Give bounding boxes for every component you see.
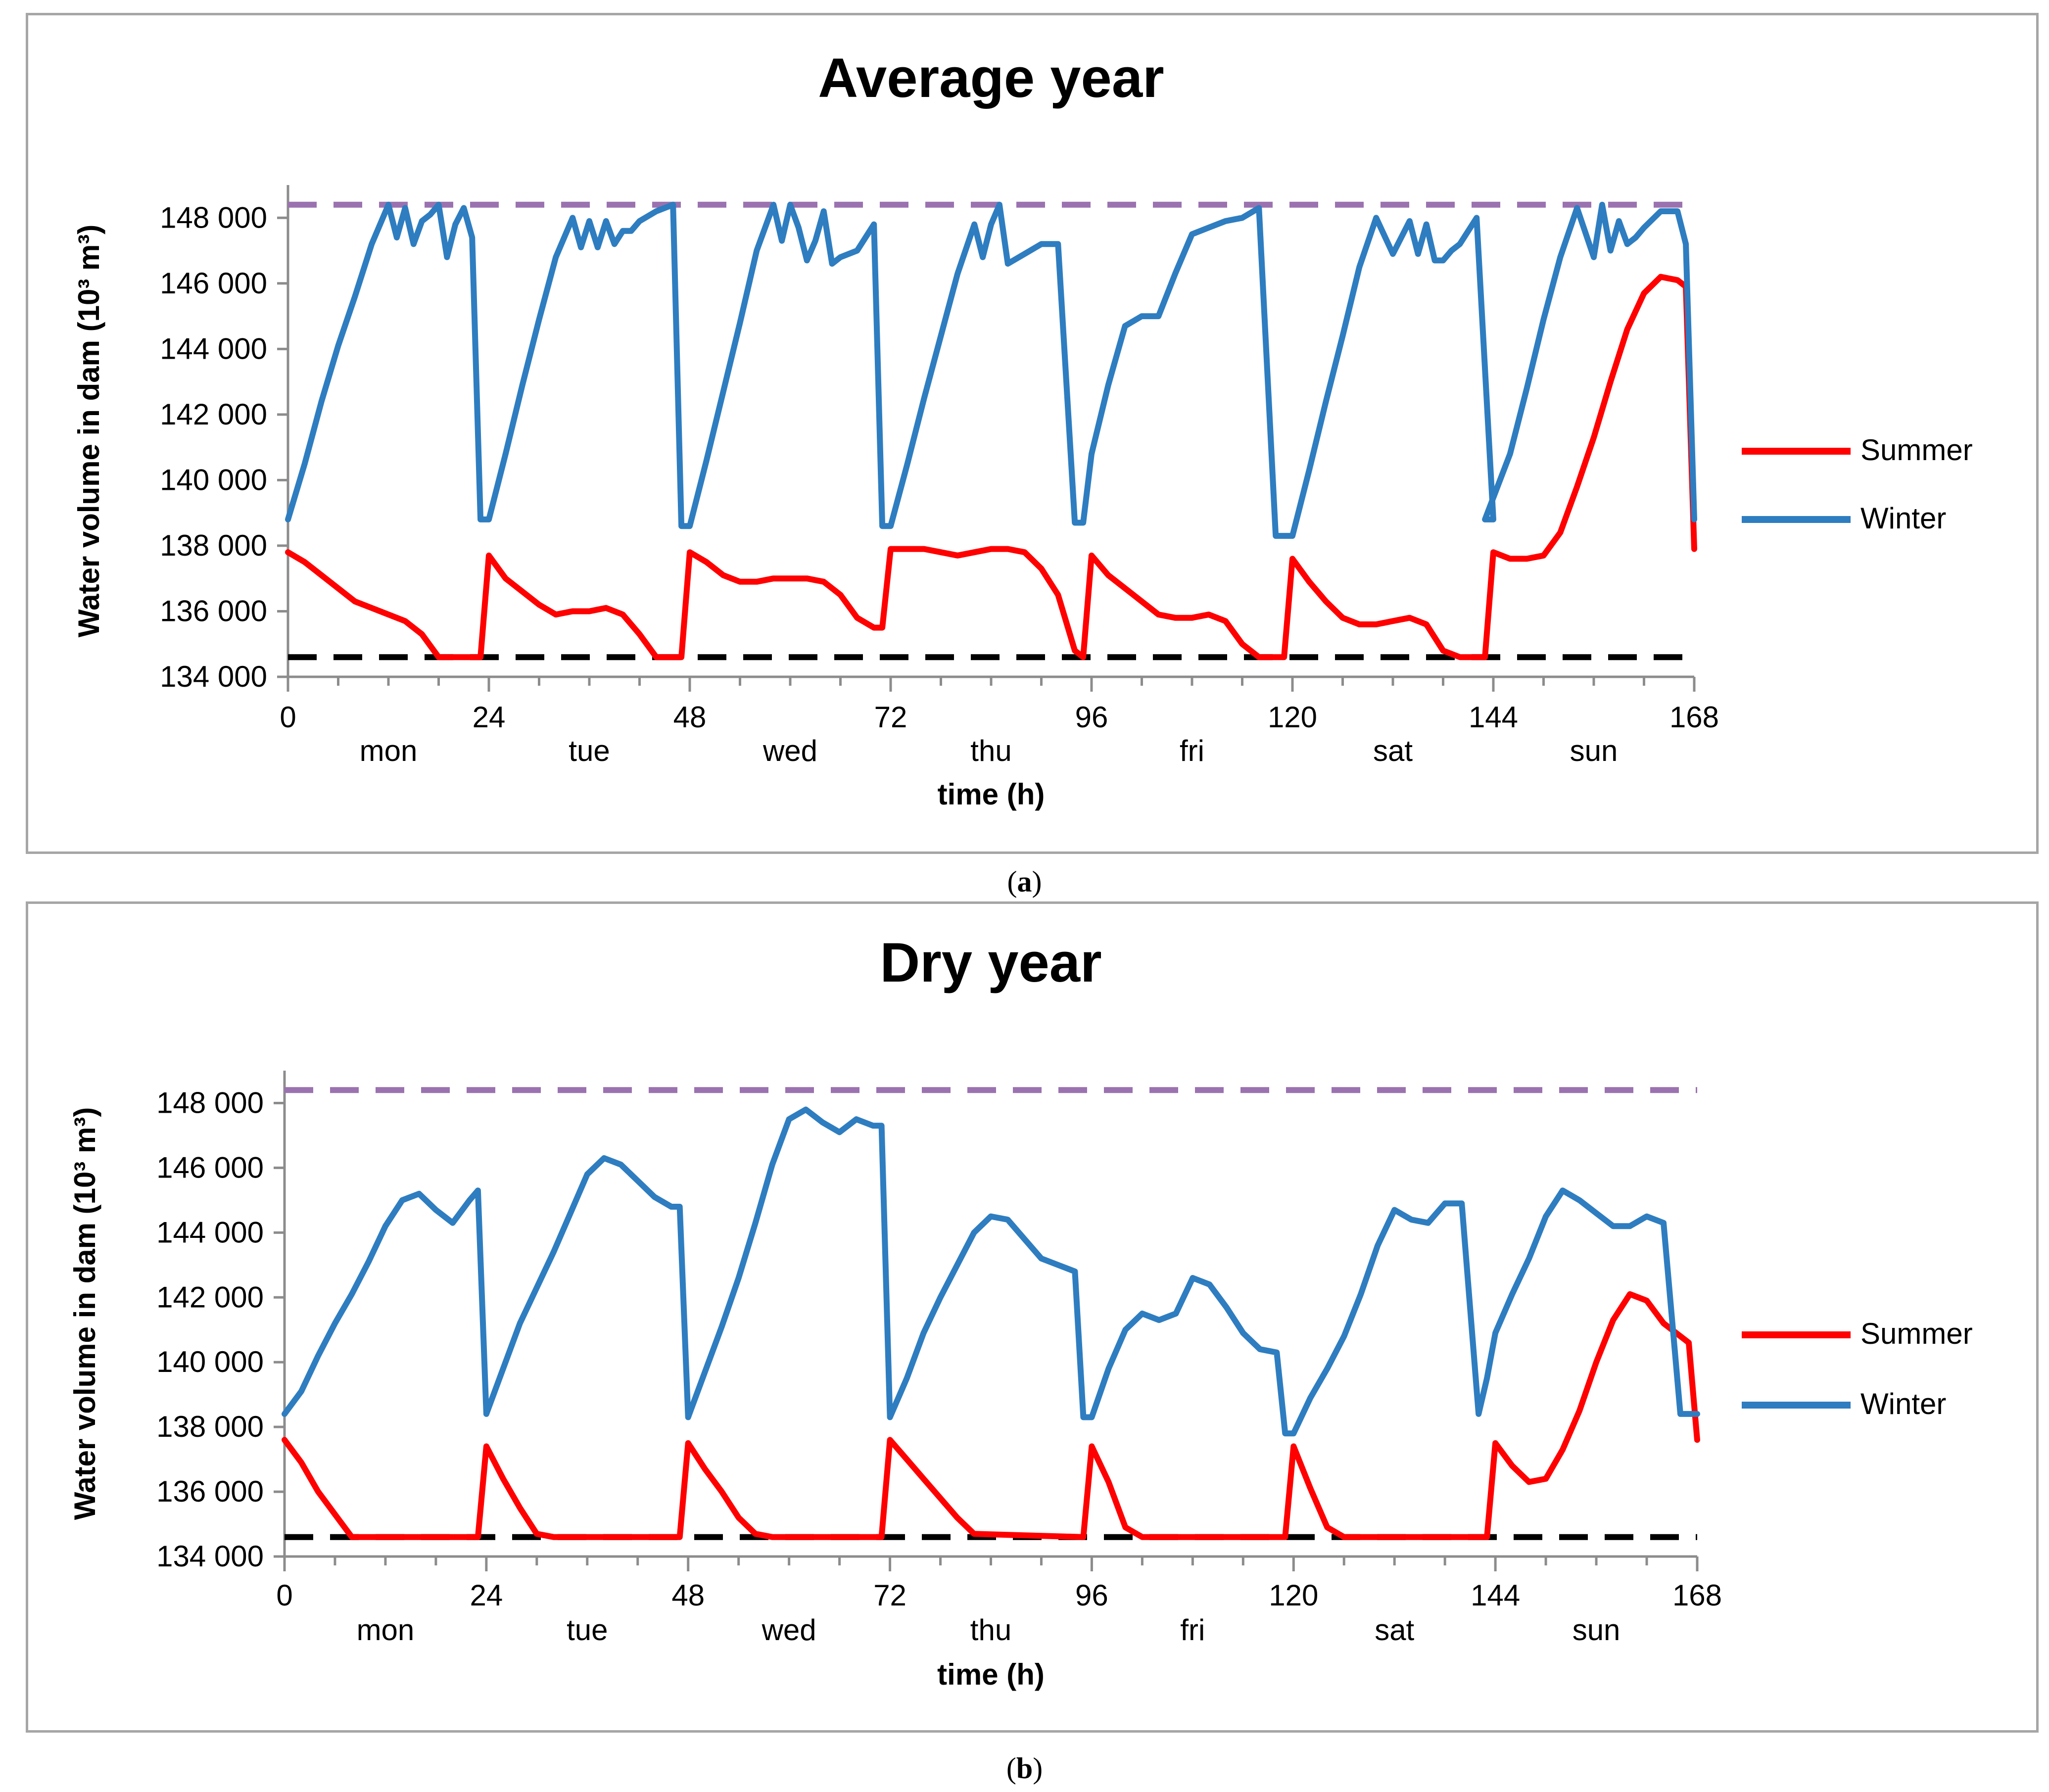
legend-label-summer: Summer	[1860, 433, 1973, 467]
x-tick-label: 0	[280, 701, 296, 734]
caption-b: (b)	[1006, 1752, 1043, 1785]
x-tick-label: 72	[873, 1579, 906, 1612]
day-label: sat	[1375, 1613, 1414, 1647]
x-tick-label: 168	[1669, 701, 1719, 734]
chart-a: Average year 134 000 136 000 138 000 140 000…	[72, 47, 1973, 811]
legend-label-summer: Summer	[1860, 1317, 1973, 1350]
x-tick-label: 0	[276, 1579, 292, 1612]
y-tick-label: 148 000	[156, 1086, 264, 1119]
caption-a: (a)	[1007, 865, 1042, 898]
day-label: thu	[970, 1613, 1011, 1647]
day-label: tue	[569, 734, 610, 767]
x-tick-label: 48	[671, 1579, 705, 1612]
x-tick-label: 120	[1269, 1579, 1318, 1612]
day-label: fri	[1180, 1613, 1205, 1647]
series-line-summer	[282, 1291, 1700, 1540]
y-tick-label: 140 000	[160, 463, 267, 496]
y-tick-label: 146 000	[160, 267, 267, 300]
y-tick-label: 134 000	[160, 660, 267, 693]
legend-label-winter: Winter	[1860, 502, 1946, 535]
chart-title: Average year	[818, 47, 1164, 109]
y-tick-label: 138 000	[160, 529, 267, 562]
y-tick-label: 144 000	[160, 332, 267, 365]
series-line-winter	[285, 201, 1697, 539]
y-axis-label: Water volume in dam (10³ m³)	[68, 1107, 101, 1520]
series-line-winter	[282, 1106, 1700, 1437]
x-tick-label: 48	[673, 701, 707, 734]
x-tick-label: 24	[473, 701, 506, 734]
y-tick-label: 146 000	[156, 1151, 264, 1184]
x-tick-label: 24	[470, 1579, 503, 1612]
y-tick-label: 142 000	[160, 398, 267, 431]
day-label: tue	[567, 1613, 608, 1647]
chart-b: Dry year 134 000 136 000 138 000 140 000 142 …	[68, 932, 1973, 1691]
x-tick-label: 144	[1469, 701, 1518, 734]
chart-title: Dry year	[880, 932, 1101, 993]
chart-panel-dry-year	[26, 901, 2039, 1733]
day-label: fri	[1180, 734, 1204, 767]
x-tick-label: 120	[1268, 701, 1317, 734]
y-axis-label: Water volume in dam (10³ m³)	[72, 225, 105, 638]
day-label: wed	[762, 1613, 816, 1647]
y-tick-label: 136 000	[160, 594, 267, 627]
day-label: sat	[1373, 734, 1413, 767]
x-tick-label: 96	[1075, 1579, 1108, 1612]
legend-label-winter: Winter	[1860, 1387, 1946, 1420]
series-line-summer	[285, 274, 1697, 660]
x-axis-label: time (h)	[937, 1658, 1045, 1691]
day-label: sun	[1572, 1613, 1620, 1647]
day-label: thu	[970, 734, 1011, 767]
x-tick-label: 96	[1075, 701, 1108, 734]
y-tick-label: 140 000	[156, 1345, 264, 1378]
chart-panel-average-year	[26, 13, 2039, 854]
y-tick-label: 136 000	[156, 1475, 264, 1508]
day-label: mon	[357, 1613, 415, 1647]
y-tick-label: 142 000	[156, 1280, 264, 1314]
x-axis-label: time (h)	[938, 778, 1045, 811]
y-tick-label: 134 000	[156, 1540, 264, 1573]
y-tick-label: 144 000	[156, 1216, 264, 1249]
day-label: mon	[360, 734, 418, 767]
x-tick-label: 144	[1471, 1579, 1520, 1612]
x-tick-label: 72	[874, 701, 907, 734]
y-tick-label: 138 000	[156, 1410, 264, 1443]
x-tick-label: 168	[1672, 1579, 1722, 1612]
y-tick-label: 148 000	[160, 201, 267, 234]
day-label: wed	[762, 734, 817, 767]
day-label: sun	[1570, 734, 1618, 767]
